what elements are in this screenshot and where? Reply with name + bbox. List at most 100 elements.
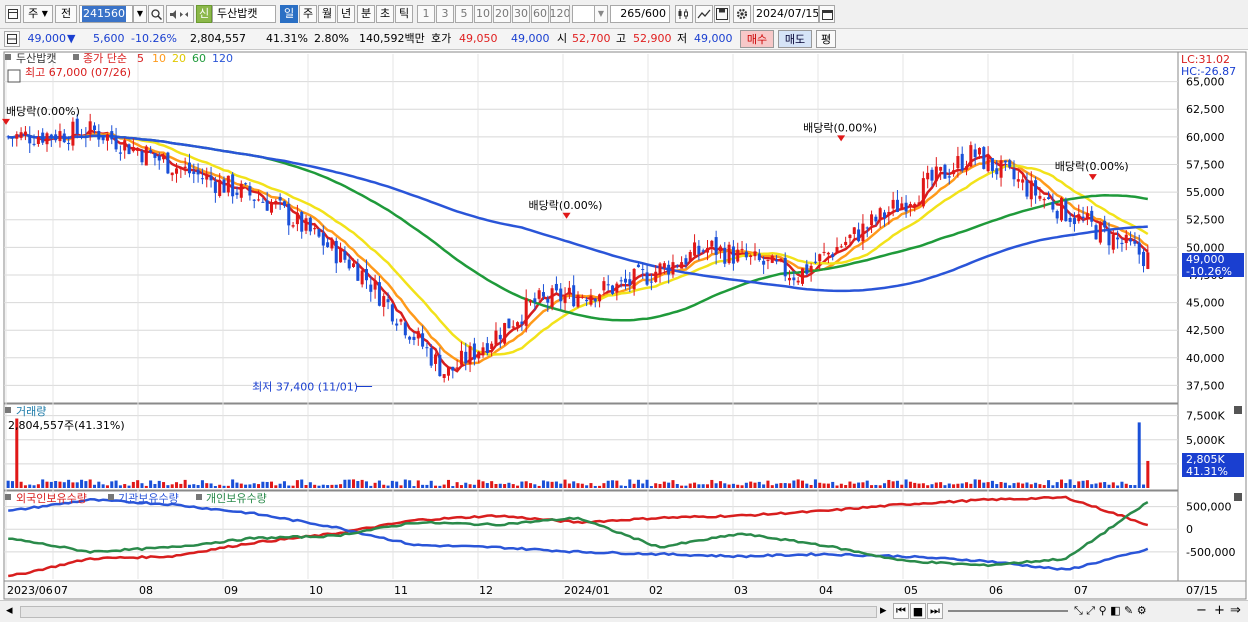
x-tick-label: 03 (734, 584, 748, 597)
volume-bar (92, 484, 97, 488)
volume-bar (822, 483, 826, 488)
timeframe-tick[interactable]: 틱 (395, 5, 413, 23)
candle-body (416, 331, 420, 339)
interval-3[interactable]: 3 (436, 5, 454, 23)
candle-body (537, 290, 541, 299)
prev-next-stock-button[interactable] (166, 5, 194, 23)
quote-high-label: 고 (616, 32, 627, 45)
volume-current-pct: 41.31% (1186, 465, 1228, 478)
chart-area[interactable]: 65,000 62,500 60,000 57,500 55,000 52,500 50,0… (0, 50, 1248, 621)
timeframe-year[interactable]: 년 (337, 5, 355, 23)
price-panel-frame (3, 51, 1179, 404)
code-dropdown-button[interactable]: ▼ (133, 5, 147, 23)
market-select[interactable]: 주 ▼ (23, 5, 53, 23)
timeframe-second[interactable]: 초 (376, 5, 394, 23)
volume-bar (1059, 479, 1064, 488)
legend-ma10: 10 (152, 52, 166, 65)
timeframe-week[interactable]: 주 (299, 5, 317, 23)
buy-button[interactable]: 매수 (740, 30, 774, 48)
volume-bar (75, 482, 79, 488)
volume-bar (671, 480, 675, 488)
volume-bar (459, 485, 463, 488)
x-tick-label: 2023/06 (7, 584, 53, 597)
zoom-in-icon[interactable]: + (1214, 603, 1225, 618)
price-tick-label: 45,000 (1186, 297, 1225, 310)
holdings-tick-label: 0 (1186, 523, 1193, 536)
volume-bar (144, 485, 148, 488)
candle-body (818, 254, 822, 262)
volume-bar (1038, 484, 1042, 488)
zoom-out-icon[interactable]: − (1196, 603, 1207, 618)
candle-body (649, 281, 653, 283)
candle-body (28, 135, 32, 144)
timeframe-day[interactable]: 일 (280, 5, 298, 23)
reset-view-icon[interactable]: ⇒ (1230, 603, 1241, 618)
indicator-settings-button[interactable] (675, 5, 693, 23)
quote-bar-toggle[interactable] (4, 31, 20, 47)
date-input[interactable]: 2024/07/15 (753, 5, 819, 23)
stock-chart-svg[interactable]: 65,000 62,500 60,000 57,500 55,000 52,500 50,0… (0, 50, 1248, 600)
save-button[interactable] (714, 5, 730, 23)
volume-bar (62, 482, 66, 488)
zoom-slider[interactable] (948, 610, 1068, 612)
x-tick-label: 06 (989, 584, 1003, 597)
interval-60[interactable]: 60 (531, 5, 549, 23)
forward-button[interactable]: ⏭ (927, 603, 943, 619)
tool-icons[interactable]: ⤡ ⤢ ⚲ ◧ ✎ ⚙ (1074, 604, 1147, 617)
x-tick-label: 07 (1074, 584, 1088, 597)
search-button[interactable] (148, 5, 164, 23)
interval-10[interactable]: 10 (474, 5, 492, 23)
volume-bar (619, 485, 623, 488)
interval-20[interactable]: 20 (493, 5, 511, 23)
settings-button[interactable] (733, 5, 751, 23)
data-count-field[interactable]: 265/600 (610, 5, 670, 23)
gear-icon (736, 8, 748, 20)
volume-bar (697, 484, 701, 488)
sell-button[interactable]: 매도 (778, 30, 812, 48)
candle-body (956, 156, 960, 169)
volume-bar (1085, 480, 1089, 488)
candle-body (736, 249, 740, 262)
close-icon[interactable] (1234, 493, 1242, 501)
stop-button[interactable]: ■ (910, 603, 926, 619)
calculator-icon[interactable] (7, 69, 21, 83)
calendar-button[interactable] (819, 5, 835, 23)
stock-code-input[interactable]: 241560 (79, 5, 133, 23)
interval-120[interactable]: 120 (550, 5, 570, 23)
eval-button[interactable]: 평 (816, 30, 836, 48)
window-layout-icon[interactable] (5, 5, 21, 23)
interval-5[interactable]: 5 (455, 5, 473, 23)
interval-1[interactable]: 1 (417, 5, 435, 23)
speaker-arrows-icon (170, 9, 188, 19)
drawing-tool-button[interactable] (695, 5, 713, 23)
candle-body (187, 162, 191, 174)
candle-body (386, 299, 390, 303)
volume-bar (226, 485, 230, 488)
volume-bar (986, 482, 990, 488)
candle-body (330, 239, 334, 249)
volume-bar (939, 482, 943, 488)
candle-body (1103, 220, 1107, 228)
volume-bar (438, 485, 442, 488)
timeframe-month[interactable]: 월 (318, 5, 336, 23)
scroll-left-icon[interactable]: ◂ (6, 603, 13, 618)
rewind-button[interactable]: ⏮ (893, 603, 909, 619)
candle-body (364, 268, 368, 281)
legend-marker (73, 54, 79, 60)
volume-bar (714, 483, 718, 488)
scroll-right-icon[interactable]: ▸ (880, 603, 887, 618)
close-icon[interactable] (1234, 406, 1242, 414)
scope-select[interactable]: 전 (55, 5, 77, 23)
candle-body (192, 171, 196, 174)
volume-bar (213, 486, 217, 488)
candle-body (796, 280, 800, 283)
scroll-track[interactable] (20, 606, 877, 618)
interval-30[interactable]: 30 (512, 5, 530, 23)
candle-body (459, 350, 463, 365)
candle-body (23, 131, 27, 136)
volume-bar (412, 486, 416, 488)
chart-annotations: 최저 37,400 (11/01) 배당락(0.00%) 배당락(0.00%) 배당락… (2, 105, 1129, 394)
custom-interval-dropdown[interactable]: ▼ (594, 5, 608, 23)
timeframe-minute[interactable]: 분 (357, 5, 375, 23)
volume-bar (503, 484, 507, 488)
